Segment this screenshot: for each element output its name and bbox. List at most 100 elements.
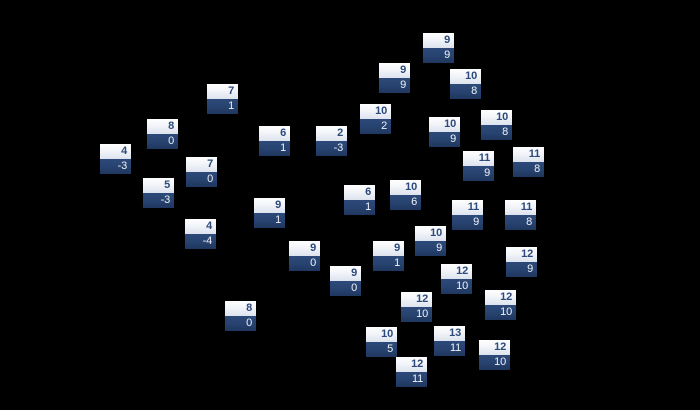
scatter-tile[interactable]: 10 9 bbox=[429, 117, 460, 147]
tile-top-value: 5 bbox=[143, 178, 174, 193]
tile-top-value: 9 bbox=[330, 266, 361, 281]
scatter-tile[interactable]: 13 11 bbox=[434, 326, 465, 356]
tile-bottom-value: 1 bbox=[254, 213, 285, 228]
scatter-tile[interactable]: 4 -3 bbox=[100, 144, 131, 174]
tile-top-value: 6 bbox=[259, 126, 290, 141]
tile-bottom-value: 9 bbox=[463, 166, 494, 181]
tile-bottom-value: 9 bbox=[415, 241, 446, 256]
tile-top-value: 12 bbox=[441, 264, 472, 279]
tile-top-value: 9 bbox=[423, 33, 454, 48]
tile-bottom-value: 11 bbox=[396, 372, 427, 387]
tile-bottom-value: 8 bbox=[513, 162, 544, 177]
scatter-tile[interactable]: 10 6 bbox=[390, 180, 421, 210]
tile-top-value: 4 bbox=[100, 144, 131, 159]
tile-top-value: 12 bbox=[506, 247, 537, 262]
scatter-tile[interactable]: 12 10 bbox=[479, 340, 510, 370]
tile-top-value: 10 bbox=[390, 180, 421, 195]
tile-bottom-value: 0 bbox=[147, 134, 178, 149]
scatter-tile[interactable]: 12 9 bbox=[506, 247, 537, 277]
tile-top-value: 10 bbox=[481, 110, 512, 125]
tile-top-value: 12 bbox=[485, 290, 516, 305]
tile-top-value: 7 bbox=[207, 84, 238, 99]
tile-bottom-value: 9 bbox=[379, 78, 410, 93]
tile-top-value: 10 bbox=[429, 117, 460, 132]
tile-top-value: 8 bbox=[147, 119, 178, 134]
tile-bottom-value: 9 bbox=[506, 262, 537, 277]
tile-bottom-value: 8 bbox=[505, 215, 536, 230]
tile-bottom-value: -3 bbox=[100, 159, 131, 174]
tile-bottom-value: 10 bbox=[441, 279, 472, 294]
tile-top-value: 9 bbox=[289, 241, 320, 256]
scatter-tile[interactable]: 4 -4 bbox=[185, 219, 216, 249]
tile-top-value: 10 bbox=[415, 226, 446, 241]
tile-bottom-value: -3 bbox=[316, 141, 347, 156]
scatter-tile[interactable]: 11 8 bbox=[513, 147, 544, 177]
tile-bottom-value: 0 bbox=[330, 281, 361, 296]
tile-bottom-value: 1 bbox=[207, 99, 238, 114]
tile-bottom-value: 2 bbox=[360, 119, 391, 134]
tile-bottom-value: 5 bbox=[366, 342, 397, 357]
tile-bottom-value: 9 bbox=[452, 215, 483, 230]
scatter-tile[interactable]: 10 8 bbox=[450, 69, 481, 99]
tile-bottom-value: -4 bbox=[185, 234, 216, 249]
tile-top-value: 11 bbox=[513, 147, 544, 162]
tile-bottom-value: 1 bbox=[344, 200, 375, 215]
tile-top-value: 12 bbox=[479, 340, 510, 355]
tile-bottom-value: 6 bbox=[390, 195, 421, 210]
tile-bottom-value: 10 bbox=[401, 307, 432, 322]
tile-bottom-value: 8 bbox=[450, 84, 481, 99]
scatter-tile[interactable]: 11 9 bbox=[452, 200, 483, 230]
scatter-tile[interactable]: 2 -3 bbox=[316, 126, 347, 156]
scatter-tile[interactable]: 5 -3 bbox=[143, 178, 174, 208]
tile-top-value: 10 bbox=[366, 327, 397, 342]
scatter-tile[interactable]: 12 11 bbox=[396, 357, 427, 387]
tile-top-value: 9 bbox=[373, 241, 404, 256]
scatter-tile[interactable]: 10 2 bbox=[360, 104, 391, 134]
scatter-tile[interactable]: 12 10 bbox=[485, 290, 516, 320]
tile-bottom-value: 10 bbox=[479, 355, 510, 370]
tile-top-value: 2 bbox=[316, 126, 347, 141]
tile-top-value: 4 bbox=[185, 219, 216, 234]
scatter-tile[interactable]: 12 10 bbox=[401, 292, 432, 322]
scatter-tile[interactable]: 10 9 bbox=[415, 226, 446, 256]
tile-bottom-value: 9 bbox=[423, 48, 454, 63]
tile-top-value: 7 bbox=[186, 157, 217, 172]
scatter-tile[interactable]: 11 9 bbox=[463, 151, 494, 181]
tile-top-value: 11 bbox=[505, 200, 536, 215]
tile-top-value: 11 bbox=[463, 151, 494, 166]
tile-top-value: 9 bbox=[379, 63, 410, 78]
tile-top-value: 10 bbox=[450, 69, 481, 84]
tile-bottom-value: 1 bbox=[373, 256, 404, 271]
tile-top-value: 12 bbox=[396, 357, 427, 372]
tile-top-value: 9 bbox=[254, 198, 285, 213]
tile-top-value: 13 bbox=[434, 326, 465, 341]
tile-bottom-value: 0 bbox=[289, 256, 320, 271]
tile-top-value: 8 bbox=[225, 301, 256, 316]
scatter-tile[interactable]: 10 8 bbox=[481, 110, 512, 140]
scatter-tile[interactable]: 11 8 bbox=[505, 200, 536, 230]
tile-bottom-value: -3 bbox=[143, 193, 174, 208]
tile-bottom-value: 8 bbox=[481, 125, 512, 140]
tile-bottom-value: 10 bbox=[485, 305, 516, 320]
tile-bottom-value: 9 bbox=[429, 132, 460, 147]
tile-bottom-value: 0 bbox=[186, 172, 217, 187]
scatter-tile[interactable]: 10 5 bbox=[366, 327, 397, 357]
tile-bottom-value: 1 bbox=[259, 141, 290, 156]
scatter-tile[interactable]: 12 10 bbox=[441, 264, 472, 294]
tile-top-value: 6 bbox=[344, 185, 375, 200]
tile-bottom-value: 0 bbox=[225, 316, 256, 331]
tile-bottom-value: 11 bbox=[434, 341, 465, 356]
